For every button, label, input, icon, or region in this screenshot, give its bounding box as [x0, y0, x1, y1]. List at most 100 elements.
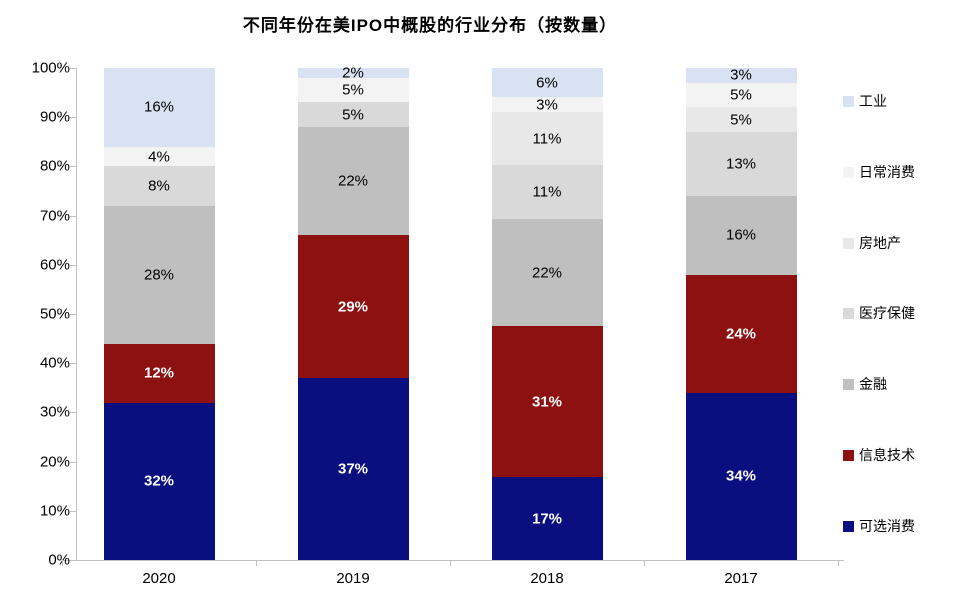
segment-label: 34%: [725, 467, 757, 485]
legend-label: 工业: [859, 93, 887, 109]
bar-segment: [103, 68, 215, 147]
bar-segment: [297, 77, 409, 103]
bar-segment: [103, 166, 215, 206]
segment-label: 12%: [143, 364, 175, 382]
segment-label: 3%: [536, 96, 558, 114]
legend-item: 医疗保健: [843, 303, 915, 323]
legend-label: 医疗保健: [859, 305, 915, 321]
x-axis-label: 2017: [724, 570, 758, 587]
y-axis-tick: [70, 510, 76, 512]
legend-label: 可选消费: [859, 518, 915, 534]
bar-segment: [491, 165, 603, 219]
segment-label: 11%: [532, 130, 562, 148]
y-axis-tick: [70, 68, 76, 69]
y-axis-label: 20%: [39, 453, 70, 471]
bar-segment: [297, 377, 409, 560]
segment-label: 5%: [342, 106, 364, 124]
segment-label: 16%: [725, 226, 757, 244]
bar-segment: [297, 235, 409, 378]
segment-label: 3%: [730, 66, 752, 84]
y-axis-tick: [70, 461, 76, 463]
y-axis-label: 30%: [39, 403, 70, 421]
y-axis-tick: [70, 314, 76, 315]
y-axis-label: 0%: [48, 551, 70, 569]
y-axis-tick: [70, 412, 76, 414]
segment-label: 22%: [337, 172, 369, 190]
segment-label: 5%: [730, 86, 752, 104]
bar-segment: [685, 195, 797, 275]
legend-label: 房地产: [859, 235, 901, 251]
segment-label: 13%: [725, 155, 757, 173]
x-axis-tick: [644, 560, 645, 566]
segment-label: 17%: [531, 510, 563, 528]
legend-item: 可选消费: [843, 516, 915, 536]
bar-segment: [297, 102, 409, 128]
legend-swatch: [843, 449, 854, 461]
y-axis-line: [76, 68, 77, 560]
bar-segment: [103, 402, 215, 560]
legend-item: 金融: [843, 374, 887, 394]
bar-segment: [491, 477, 603, 560]
x-axis-label: 2018: [530, 570, 564, 587]
bar-segment: [491, 97, 603, 112]
bar-segment: [103, 146, 215, 167]
x-axis-tick: [62, 560, 63, 566]
x-axis-tick: [450, 560, 451, 566]
y-axis-label: 10%: [39, 502, 70, 520]
bar-segment: [685, 392, 797, 560]
legend-item: 工业: [843, 91, 887, 111]
segment-label: 2%: [342, 64, 364, 82]
legend-swatch: [843, 95, 854, 107]
bar-segment: [297, 127, 409, 236]
segment-label: 11%: [532, 183, 562, 201]
legend-label: 日常消费: [859, 164, 915, 180]
segment-label: 16%: [143, 98, 175, 116]
bar-segment: [685, 68, 797, 83]
x-axis-line: [62, 560, 844, 561]
bar-segment: [685, 274, 797, 393]
bar-segment: [103, 343, 215, 403]
bar-segment: [491, 326, 603, 478]
segment-label: 5%: [730, 111, 752, 129]
segment-label: 6%: [536, 74, 558, 92]
segment-label: 22%: [531, 264, 563, 282]
y-axis-label: 60%: [39, 256, 70, 274]
legend-item: 日常消费: [843, 162, 915, 182]
x-axis-label: 2020: [142, 570, 176, 587]
segment-label: 28%: [143, 266, 175, 284]
legend-swatch: [843, 237, 854, 249]
legend-swatch: [843, 520, 854, 532]
legend-label: 金融: [859, 376, 887, 392]
x-axis-label: 2019: [336, 570, 370, 587]
legend-swatch: [843, 166, 854, 178]
x-axis-tick: [838, 560, 839, 566]
segment-label: 24%: [725, 325, 757, 343]
x-axis-tick: [256, 560, 257, 566]
y-axis-label: 40%: [39, 354, 70, 372]
segment-label: 32%: [143, 472, 175, 490]
bar-segment: [685, 107, 797, 132]
bar-segment: [491, 68, 603, 98]
y-axis-label: 80%: [39, 157, 70, 175]
y-axis-tick: [70, 363, 76, 365]
segment-label: 31%: [531, 393, 563, 411]
y-axis-tick: [70, 264, 76, 266]
y-axis-label: 50%: [39, 305, 70, 323]
legend-item: 房地产: [843, 233, 901, 253]
y-axis-tick: [70, 560, 76, 561]
legend-swatch: [843, 307, 854, 319]
y-axis-label: 70%: [39, 207, 70, 225]
bar-segment: [685, 82, 797, 108]
y-axis-tick: [70, 215, 76, 217]
legend-swatch: [843, 378, 854, 390]
bar-segment: [491, 111, 603, 166]
segment-label: 8%: [148, 177, 170, 195]
legend-item: 信息技术: [843, 445, 915, 465]
y-axis-tick: [70, 166, 76, 168]
bar-segment: [103, 205, 215, 344]
segment-label: 4%: [148, 148, 170, 166]
segment-label: 29%: [337, 298, 369, 316]
bar-segment: [297, 68, 409, 78]
segment-label: 37%: [337, 460, 369, 478]
